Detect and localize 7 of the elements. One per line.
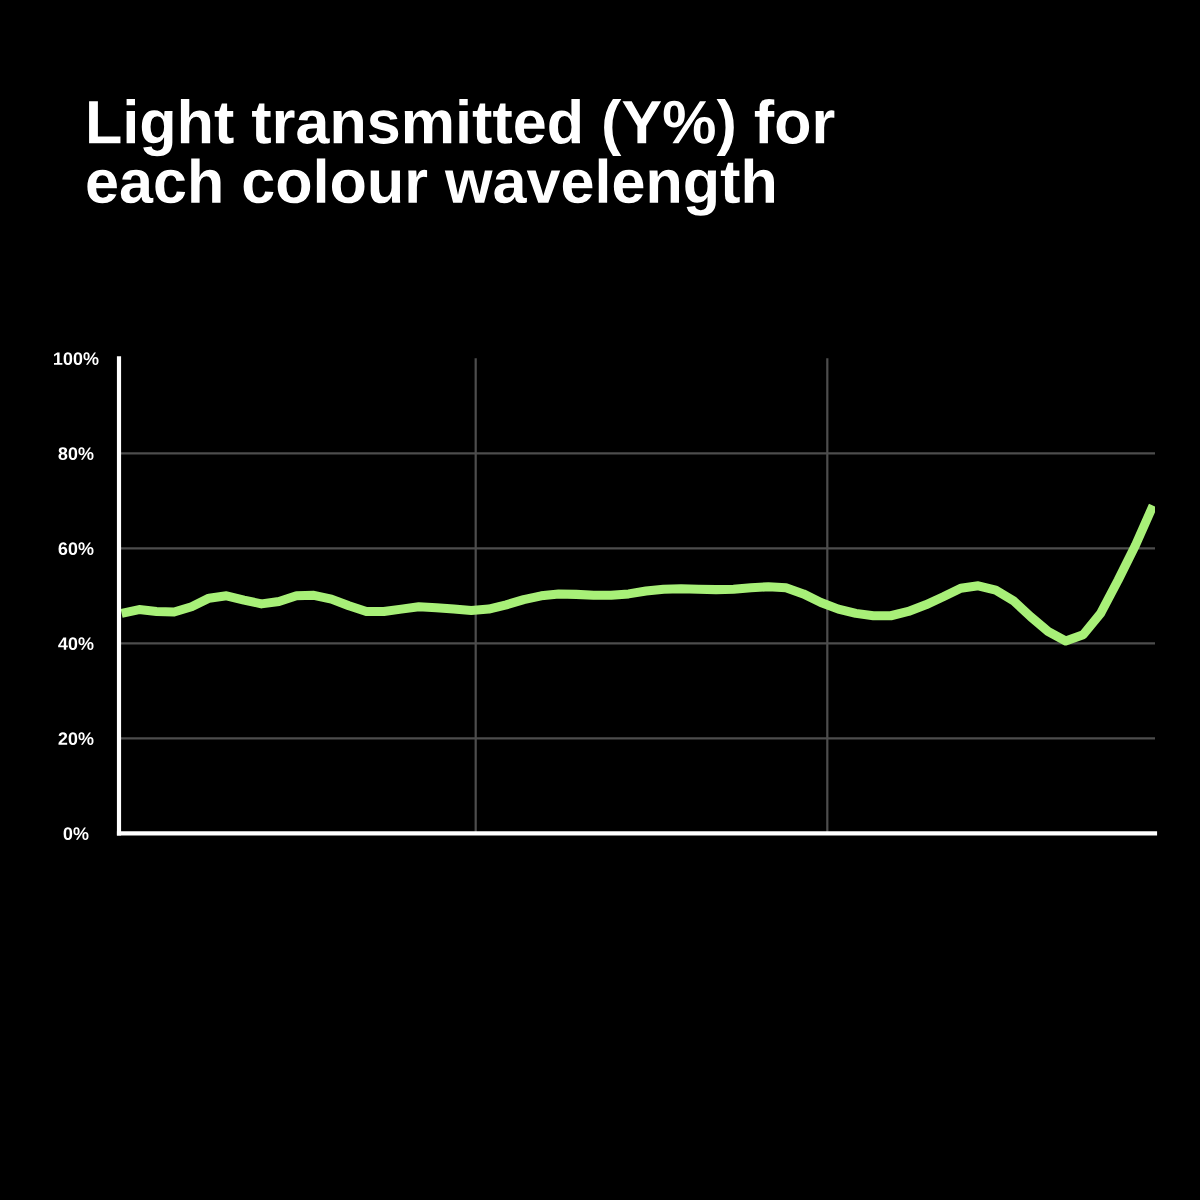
y-tick-label: 80% <box>58 447 94 461</box>
chart-title: Light transmitted (Y%) for each colour wavelength <box>87 99 835 216</box>
y-tick-label: 20% <box>58 732 94 746</box>
y-tick-label: 100% <box>53 352 99 366</box>
y-tick-label: 40% <box>58 637 94 651</box>
y-tick-label: 60% <box>58 542 94 556</box>
y-tick-label: 0% <box>63 827 89 841</box>
